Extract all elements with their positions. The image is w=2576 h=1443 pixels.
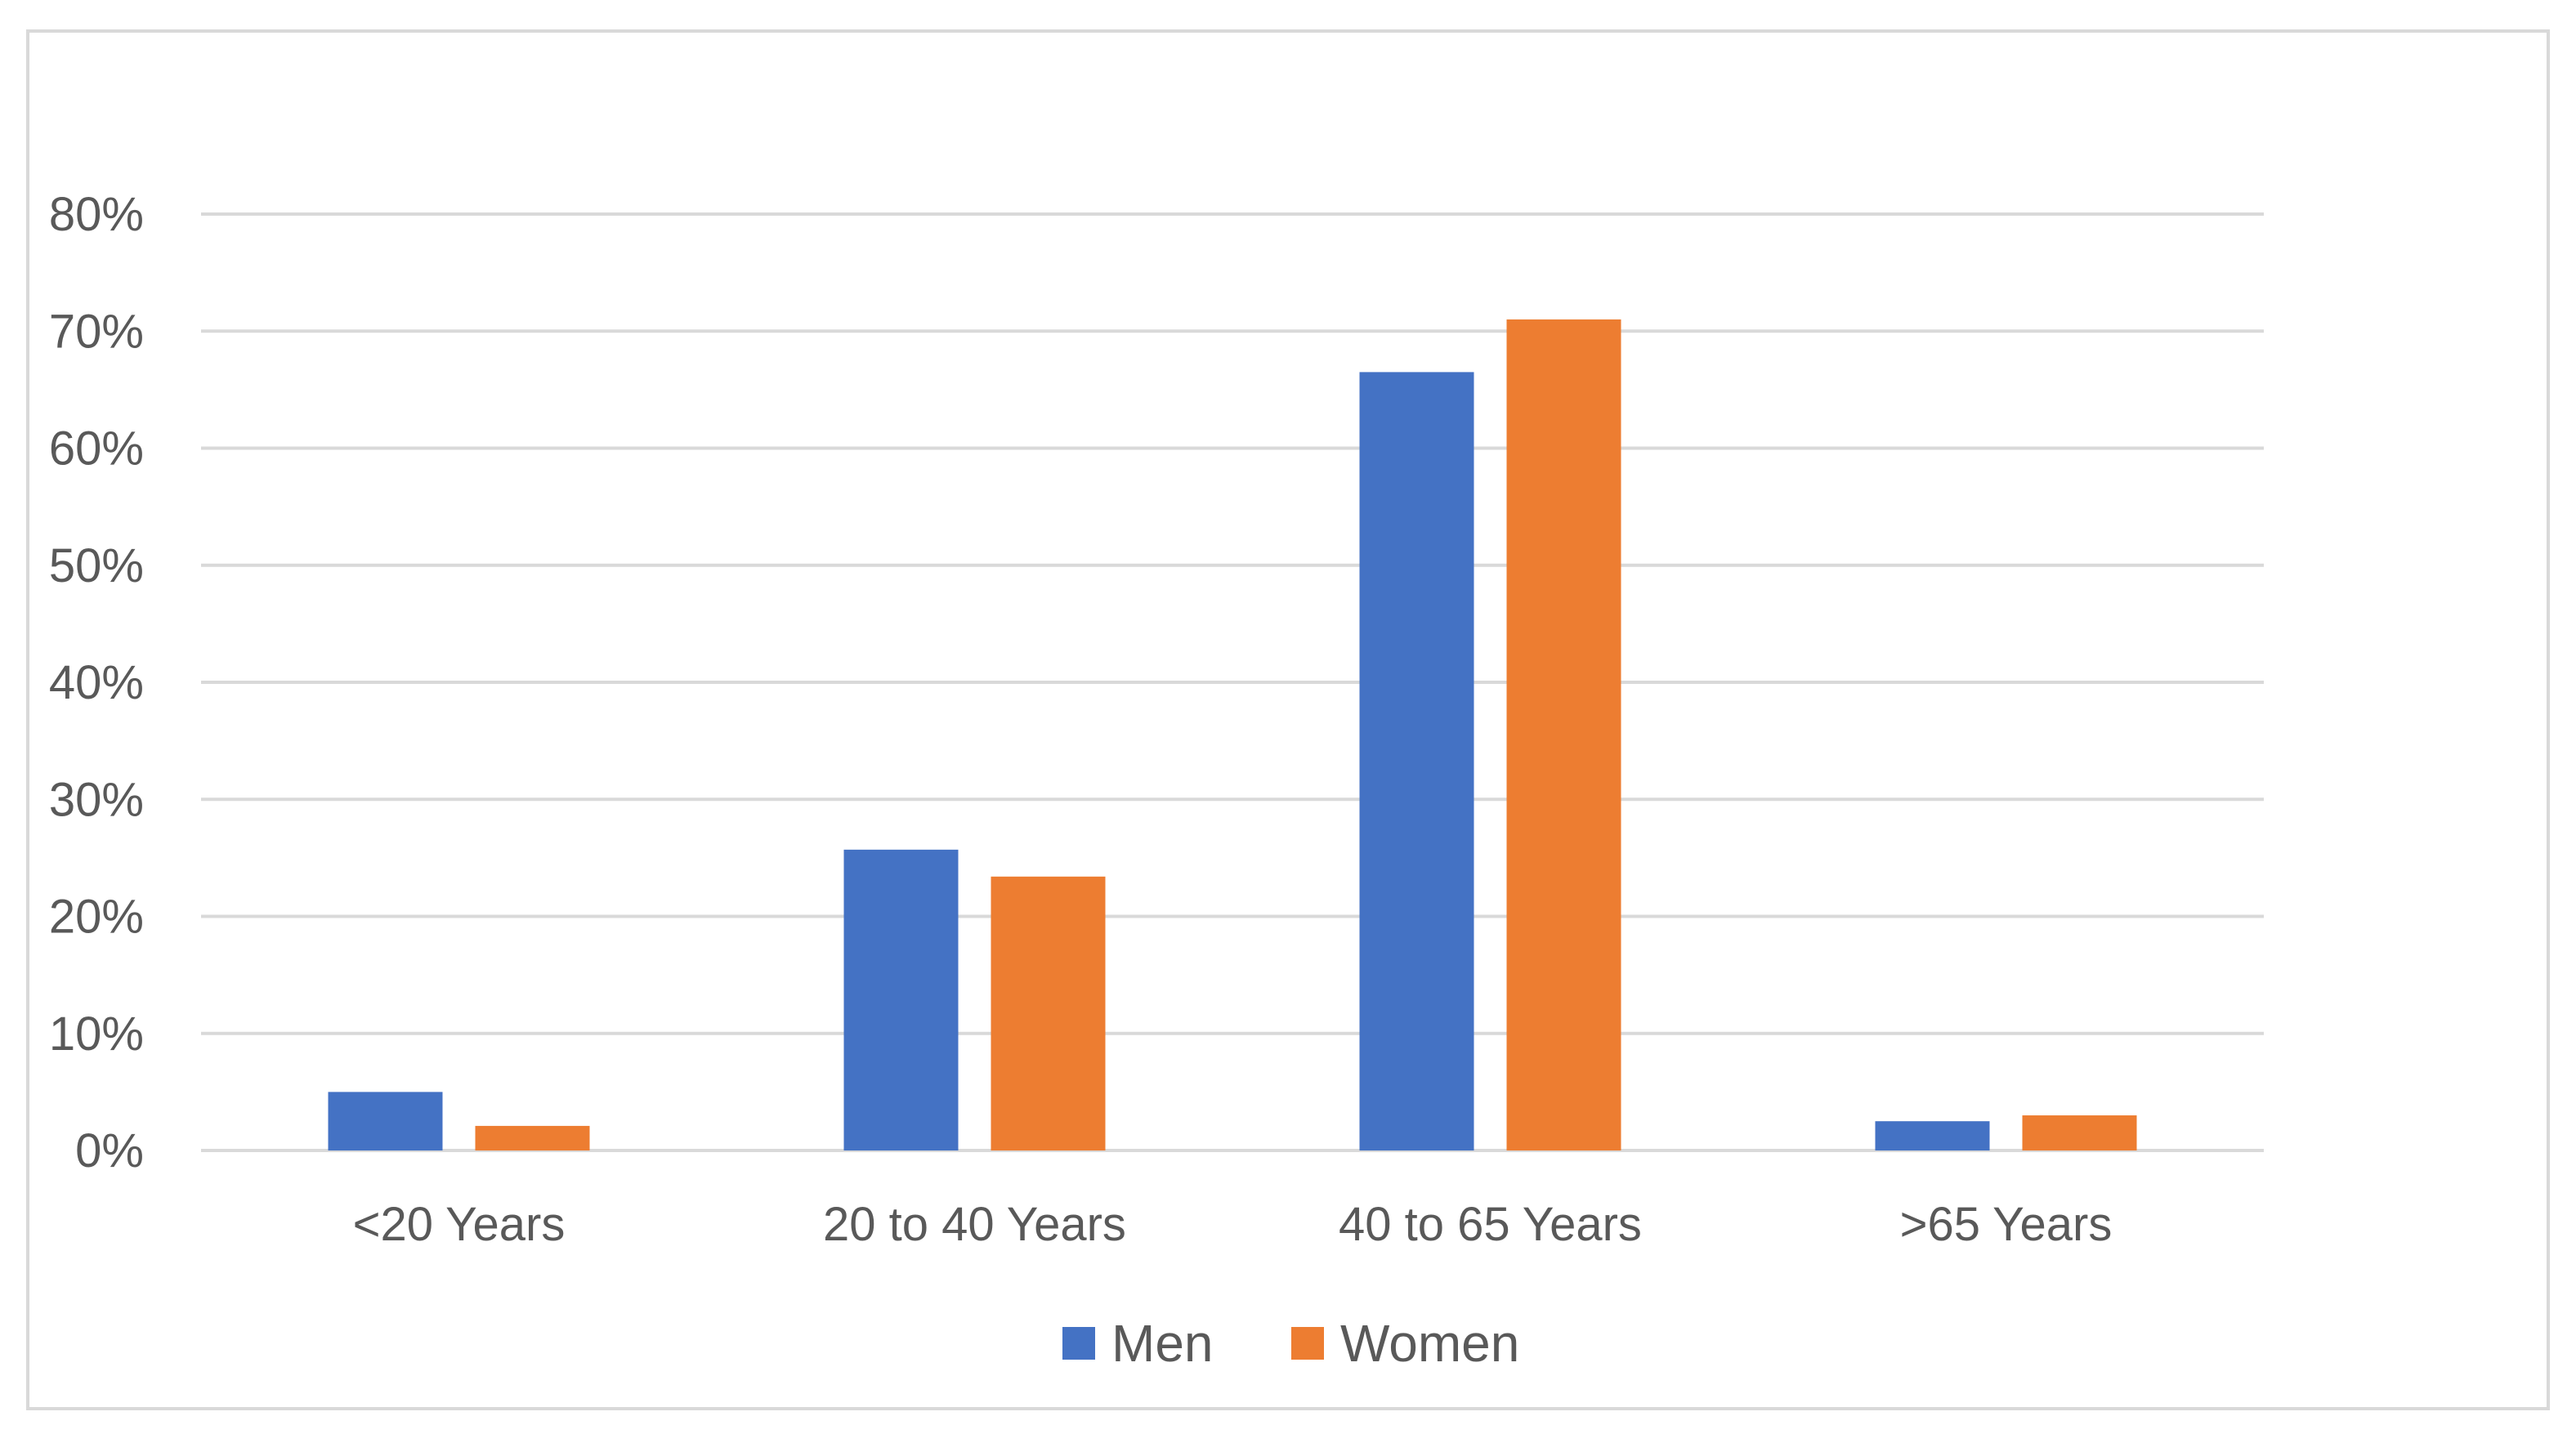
bar-men-3 <box>1875 1121 1990 1150</box>
y-tick-label: 30% <box>49 773 144 826</box>
bar-men-2 <box>1359 372 1474 1150</box>
x-axis-category-labels: <20 Years 20 to 40 Years 40 to 65 Years >65… <box>353 1198 2113 1251</box>
y-tick-label: 20% <box>49 891 144 944</box>
gridlines <box>201 212 2264 1152</box>
y-tick-label: 10% <box>49 1007 144 1061</box>
x-category-label: <20 Years <box>353 1198 566 1251</box>
legend-swatch-men <box>1062 1327 1095 1360</box>
bar-women-2 <box>1506 319 1621 1150</box>
y-tick-label: 40% <box>49 656 144 709</box>
bar-women-3 <box>2022 1115 2137 1150</box>
x-category-label: 40 to 65 Years <box>1339 1198 1642 1251</box>
y-tick-label: 70% <box>49 305 144 358</box>
x-category-label: 20 to 40 Years <box>823 1198 1126 1251</box>
legend: Men Women <box>1062 1314 1519 1373</box>
chart-frame <box>26 29 2550 1410</box>
bar-men-1 <box>843 849 959 1150</box>
legend-label-men: Men <box>1111 1314 1214 1373</box>
y-axis-tick-labels: 0% 10% 20% 30% 40% 50% 60% 70% 80% <box>49 188 144 1177</box>
bars <box>328 319 2137 1150</box>
y-tick-label: 60% <box>49 422 144 476</box>
bar-women-0 <box>475 1125 590 1150</box>
y-tick-label: 80% <box>49 188 144 241</box>
y-tick-label: 50% <box>49 539 144 592</box>
y-tick-label: 0% <box>75 1124 144 1177</box>
legend-swatch-women <box>1291 1327 1324 1360</box>
bar-women-1 <box>991 876 1106 1150</box>
x-category-label: >65 Years <box>1900 1198 2113 1251</box>
bar-men-0 <box>328 1092 443 1150</box>
legend-label-women: Women <box>1340 1314 1519 1373</box>
